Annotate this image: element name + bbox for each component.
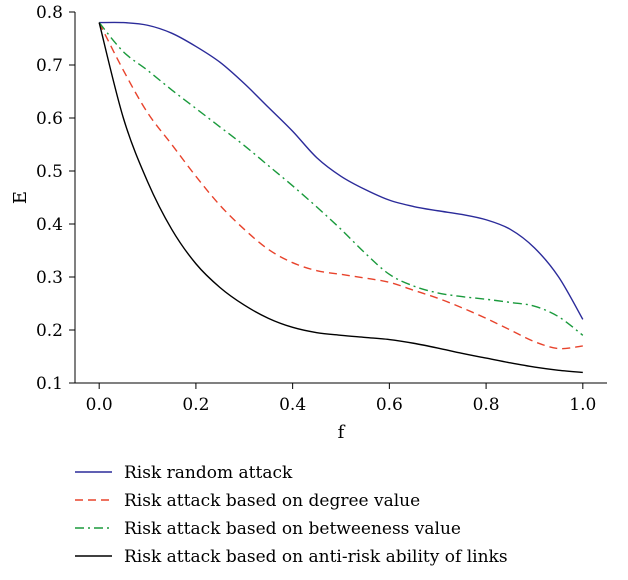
y-axis-label: E bbox=[10, 191, 31, 204]
y-tick-label: 0.5 bbox=[36, 162, 63, 182]
axis-ticks: 0.0 0.2 0.4 0.6 0.8 1.0 0.1 0.2 0.3 0.4 0.5 0.6 0.7 0… bbox=[36, 3, 596, 415]
series-lines bbox=[98, 21, 584, 374]
legend-label-3: Risk attack based on betweeness value bbox=[124, 519, 461, 539]
y-tick-label: 0.2 bbox=[36, 321, 63, 341]
x-tick-label: 0.0 bbox=[86, 395, 113, 415]
plot-axes bbox=[74, 12, 607, 384]
y-tick-label: 0.8 bbox=[36, 3, 63, 23]
y-tick-label: 0.6 bbox=[36, 109, 63, 129]
x-tick-label: 0.4 bbox=[279, 395, 306, 415]
x-axis-label: f bbox=[338, 422, 346, 443]
y-tick-label: 0.7 bbox=[36, 56, 63, 76]
x-tick-label: 0.6 bbox=[376, 395, 403, 415]
series-line-4 bbox=[98, 22, 583, 374]
series-line-1 bbox=[99, 21, 584, 320]
legend-label-4: Risk attack based on anti-risk ability o… bbox=[124, 547, 508, 567]
x-tick-label: 0.2 bbox=[182, 395, 209, 415]
y-tick-label: 0.4 bbox=[36, 215, 63, 235]
legend-label-2: Risk attack based on degree value bbox=[124, 491, 420, 511]
legend: Risk random attack Risk attack based on d… bbox=[75, 463, 508, 567]
x-tick-label: 1.0 bbox=[569, 395, 596, 415]
x-tick-label: 0.8 bbox=[473, 395, 500, 415]
y-tick-label: 0.1 bbox=[36, 374, 63, 394]
y-tick-label: 0.3 bbox=[36, 268, 63, 288]
series-line-3 bbox=[98, 22, 584, 336]
legend-label-1: Risk random attack bbox=[124, 463, 293, 483]
series-line-2 bbox=[98, 22, 583, 350]
